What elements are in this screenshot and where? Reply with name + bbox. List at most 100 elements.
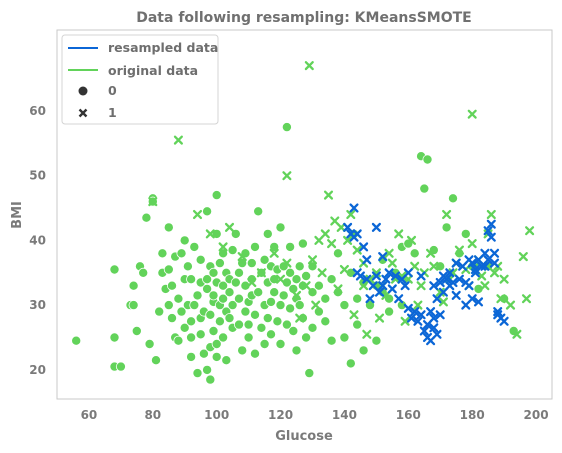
scatter-point-x: [403, 268, 413, 278]
scatter-point-circle: [259, 338, 270, 349]
scatter-point-circle: [218, 248, 229, 259]
y-tick-label: 60: [29, 104, 46, 118]
scatter-point-circle: [227, 245, 238, 256]
scatter-point-x: [362, 255, 372, 265]
scatter-point-circle: [460, 228, 471, 239]
chart-title: Data following resampling: KMeansSMOTE: [136, 10, 472, 26]
scatter-point-x: [307, 255, 318, 265]
scatter-point-x: [435, 310, 445, 320]
scatter-point-circle: [313, 280, 324, 291]
scatter-point-x: [384, 268, 394, 278]
scatter-point-x: [454, 245, 464, 255]
scatter-point-circle: [218, 293, 229, 304]
scatter-point-x: [333, 284, 343, 294]
scatter-point-x: [442, 209, 452, 220]
scatter-point-circle: [301, 270, 312, 281]
x-tick-label: 120: [268, 408, 293, 422]
scatter-point-x: [464, 281, 474, 291]
scatter-point-x: [173, 135, 183, 145]
scatter-point-circle: [304, 368, 315, 379]
scatter-point-circle: [218, 280, 229, 291]
y-axis-label: BMI: [10, 201, 25, 229]
scatter-point-x: [374, 313, 385, 323]
y-tick-label: 20: [29, 363, 46, 377]
scatter-point-circle: [224, 313, 235, 324]
scatter-point-circle: [253, 287, 264, 298]
scatter-point-x: [192, 209, 203, 220]
scatter-point-circle: [163, 300, 174, 311]
scatter-point-circle: [205, 309, 216, 320]
scatter-point-circle: [138, 267, 149, 278]
scatter-point-circle: [419, 183, 430, 194]
scatter-point-circle: [186, 332, 197, 343]
scatter-point-x: [282, 171, 292, 181]
scatter-point-x: [432, 329, 442, 339]
scatter-point-x: [442, 274, 452, 284]
y-tick-label: 40: [29, 233, 46, 247]
scatter-point-x: [237, 252, 247, 262]
scatter-point-circle: [128, 300, 139, 311]
scatter-point-x: [448, 277, 458, 288]
scatter-point-circle: [192, 290, 203, 301]
scatter-point-x: [426, 248, 436, 258]
scatter-point-circle: [275, 338, 286, 349]
scatter-point-circle: [265, 329, 276, 340]
scatter-point-circle: [297, 238, 308, 249]
scatter-point-circle: [144, 338, 155, 349]
scatter-point-circle: [208, 290, 219, 301]
scatter-point-circle: [214, 316, 225, 327]
scatter-point-x: [499, 316, 509, 326]
legend-label-class-0: 0: [108, 83, 117, 98]
scatter-point-circle: [352, 293, 363, 304]
scatter-point-x: [301, 281, 311, 291]
scatter-point-circle: [186, 316, 197, 327]
scatter-point-circle: [237, 258, 248, 269]
scatter-point-x: [378, 252, 388, 262]
scatter-point-circle: [157, 248, 168, 259]
scatter-point-circle: [269, 274, 280, 285]
legend-marker-x: [78, 108, 88, 118]
scatter-point-x: [346, 209, 356, 220]
scatter-point-x: [438, 297, 448, 307]
scatter-point-x: [339, 264, 349, 275]
x-tick-label: 60: [81, 408, 98, 422]
scatter-point-circle: [262, 228, 273, 239]
scatter-point-x: [493, 307, 503, 317]
scatter-point-circle: [211, 190, 222, 201]
scatter-point-x: [317, 268, 327, 278]
x-tick-label: 160: [396, 408, 421, 422]
scatter-point-x: [486, 232, 496, 242]
scatter-point-x: [371, 222, 381, 232]
scatter-point-circle: [176, 248, 187, 259]
scatter-point-circle: [198, 348, 209, 359]
scatter-point-x: [483, 226, 493, 236]
scatter-point-circle: [221, 355, 232, 366]
scatter-point-x: [496, 294, 506, 304]
scatter-point-x: [429, 261, 439, 271]
scatter-point-circle: [275, 300, 286, 311]
scatter-point-circle: [224, 287, 235, 298]
scatter-point-circle: [285, 267, 296, 278]
x-tick-label: 180: [460, 408, 485, 422]
scatter-point-circle: [233, 267, 244, 278]
x-tick-label: 140: [332, 408, 357, 422]
scatter-point-x: [378, 281, 388, 291]
points-layer: [71, 61, 535, 385]
scatter-point-circle: [307, 261, 318, 272]
scatter-point-circle: [115, 361, 126, 372]
scatter-point-circle: [131, 325, 142, 336]
scatter-point-circle: [179, 235, 190, 246]
scatter-point-circle: [211, 338, 222, 349]
scatter-point-x: [352, 229, 362, 239]
scatter-point-x: [416, 281, 426, 291]
scatter-point-x: [224, 222, 235, 232]
scatter-point-circle: [195, 329, 206, 340]
scatter-point-circle: [195, 254, 206, 265]
scatter-point-circle: [246, 258, 257, 269]
scatter-point-x: [505, 300, 516, 310]
scatter-point-circle: [358, 345, 369, 356]
scatter-point-circle: [240, 306, 251, 317]
scatter-point-x: [394, 294, 404, 304]
scatter-point-x: [521, 294, 532, 304]
